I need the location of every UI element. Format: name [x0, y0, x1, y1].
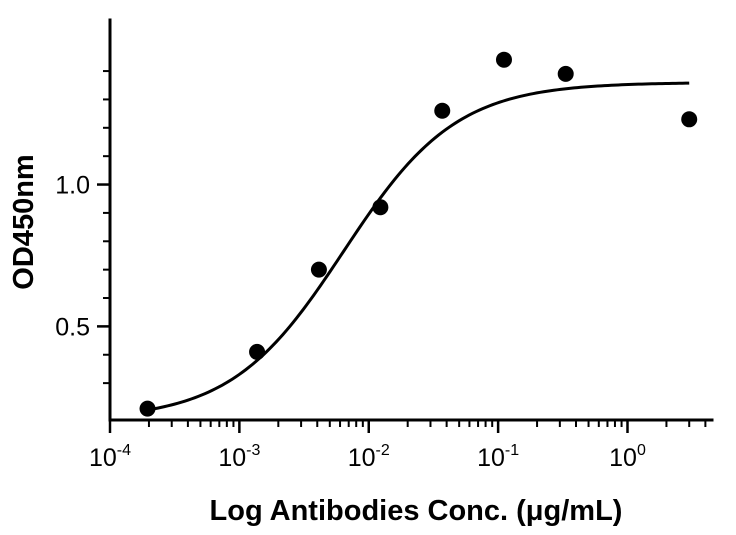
data-point: [681, 111, 698, 128]
data-point: [557, 65, 574, 82]
data-point: [434, 102, 451, 119]
x-tick-label: 10-3: [218, 442, 260, 472]
x-tick-label: 10-4: [89, 442, 131, 472]
x-tick-label: 10-2: [348, 442, 390, 472]
fit-curve: [147, 81, 690, 412]
x-ticks: 10-4 10-3 10-2 10-1 100: [89, 420, 707, 472]
data-point: [310, 261, 327, 278]
y-tick-label: 1.0: [55, 172, 90, 200]
x-tick-label: 100: [609, 442, 646, 472]
data-point: [495, 51, 512, 68]
x-tick-label: 10-1: [477, 442, 519, 472]
data-points: [139, 51, 698, 417]
data-point: [372, 199, 389, 216]
data-point: [249, 343, 266, 360]
y-tick-label: 0.5: [55, 313, 90, 341]
x-axis-title: Log Antibodies Conc. (μg/mL): [210, 495, 623, 527]
data-point: [139, 400, 156, 417]
y-major-ticks: 0.5 1.0: [55, 172, 110, 341]
y-axis-title: OD450nm: [8, 154, 40, 289]
